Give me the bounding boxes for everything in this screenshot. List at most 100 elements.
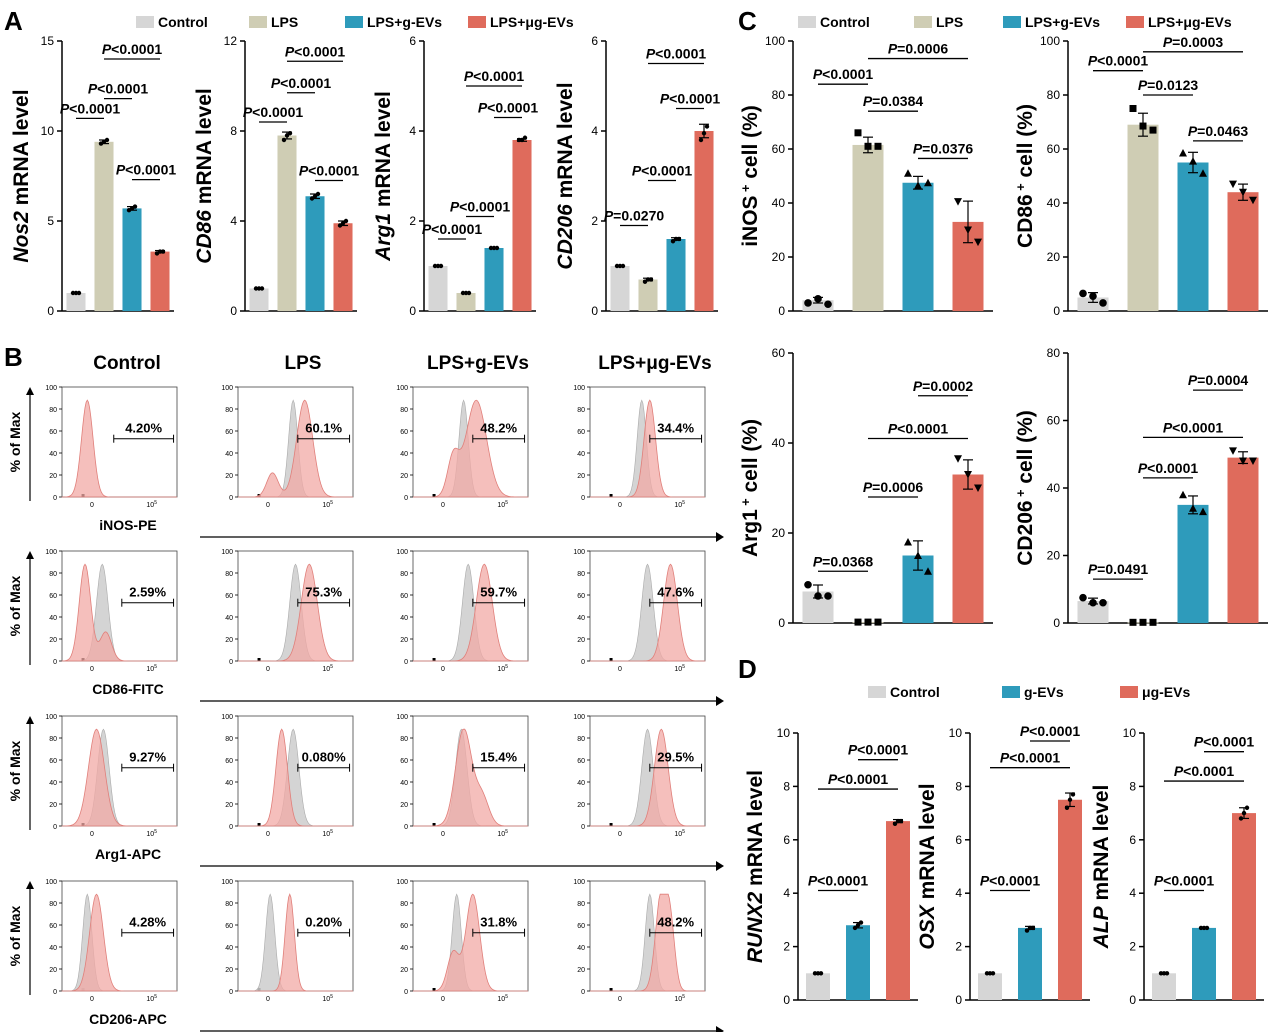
data-point xyxy=(309,196,315,201)
y-tick-label: 5 xyxy=(47,214,54,228)
flow-x-tick-label: 105 xyxy=(322,500,333,509)
flow-y-tick-label: 60 xyxy=(49,758,57,765)
gate-percent: 47.6% xyxy=(657,585,694,600)
y-tick-label: 0 xyxy=(409,304,416,318)
bar-2 xyxy=(666,239,686,311)
flow-tick-mark xyxy=(609,494,613,497)
flow-y-tick-label: 80 xyxy=(225,571,233,578)
y-tick-label: 80 xyxy=(1047,88,1061,102)
data-point xyxy=(1249,457,1257,465)
flow-y-tick-label: 40 xyxy=(225,451,233,458)
flow-y-tick-label: 40 xyxy=(400,615,408,622)
y-tick-label: 60 xyxy=(1047,414,1061,428)
data-point xyxy=(1204,925,1210,931)
flow-y-tick-label: 100 xyxy=(221,385,233,392)
flow-y-tick-label: 100 xyxy=(221,549,233,556)
p-value-label: P=0.0270 xyxy=(604,208,665,224)
flow-y-arrowhead xyxy=(26,716,34,724)
bar-chart-c3: 0 20 40 60 P=0.0368 P=0.0006 P<0.0001 P=0.0002 A… xyxy=(739,346,993,630)
data-point xyxy=(343,218,349,224)
data-point xyxy=(1189,504,1197,512)
data-point xyxy=(1079,593,1087,602)
flow-y-tick-label: 100 xyxy=(573,714,585,721)
flow-y-tick-label: 80 xyxy=(400,407,408,414)
legend-a-label-3: LPS+μg-EVs xyxy=(490,14,574,30)
y-tick-label: 60 xyxy=(772,346,786,360)
bar-2 xyxy=(1177,162,1209,311)
flow-x-arrowhead xyxy=(716,532,724,542)
data-point xyxy=(1179,149,1187,157)
flow-tick-mark xyxy=(609,823,613,826)
flow-x-tick-label: 105 xyxy=(674,500,685,509)
flow-y-tick-label: 20 xyxy=(400,473,408,480)
flow-y-tick-label: 80 xyxy=(225,407,233,414)
legend-a-swatch-1 xyxy=(249,16,267,28)
p-value-label: P<0.0001 xyxy=(102,41,163,57)
bar-0 xyxy=(610,266,630,311)
data-point xyxy=(1199,507,1207,516)
bar-0 xyxy=(249,288,269,311)
flow-column-header-3: LPS+μg-EVs xyxy=(598,353,712,374)
gate-percent: 48.2% xyxy=(480,421,517,436)
data-point xyxy=(340,221,346,226)
control-histogram xyxy=(238,728,353,827)
bar-1 xyxy=(846,925,870,1000)
flow-y-tick-label: 0 xyxy=(581,659,585,666)
flow-histogram: 0 20 40 60 80 100 0 105 4.20% xyxy=(45,385,178,509)
flow-y-tick-label: 20 xyxy=(49,967,57,974)
flow-y-tick-label: 40 xyxy=(577,945,585,952)
flow-y-label: % of Max xyxy=(7,740,23,801)
panel-label-c: C xyxy=(738,6,757,36)
control-histogram xyxy=(62,893,177,992)
bar-2 xyxy=(122,208,142,311)
p-value-label: P=0.0368 xyxy=(813,553,874,569)
data-point xyxy=(1238,816,1244,821)
data-point xyxy=(1089,598,1097,607)
p-value-label: P=0.0491 xyxy=(1088,561,1149,577)
data-point xyxy=(438,263,444,269)
data-point xyxy=(854,129,862,137)
flow-y-tick-label: 40 xyxy=(225,945,233,952)
flow-x-tick-label: 105 xyxy=(497,829,508,838)
flow-y-label: % of Max xyxy=(7,411,23,472)
y-tick-label: 2 xyxy=(1129,940,1136,954)
y-tick-label: 10 xyxy=(1123,726,1137,740)
bar-chart-d1: 0 2 4 6 8 10 P<0.0001 P<0.0001 P<0.0001 RUNX2 mRN… xyxy=(744,726,918,1007)
data-point xyxy=(824,592,832,600)
bar-1 xyxy=(1192,927,1216,1000)
bar-chart-a4: 0 2 4 6 P=0.0270 P<0.0001 P<0.0001 P<0.0001 CD20… xyxy=(554,34,720,318)
y-tick-label: 4 xyxy=(783,886,790,900)
data-point xyxy=(914,181,922,189)
flow-y-tick-label: 20 xyxy=(400,802,408,809)
bar-2 xyxy=(886,821,910,1000)
y-tick-label: 2 xyxy=(955,940,962,954)
flow-x-tick-label: 0 xyxy=(90,502,94,509)
flow-column-header-2: LPS+g-EVs xyxy=(427,353,529,374)
legend-a-label-0: Control xyxy=(158,14,208,30)
p-value-label: P<0.0001 xyxy=(450,199,511,215)
treated-histogram xyxy=(413,728,528,827)
flow-y-arrowhead xyxy=(26,387,34,395)
flow-histogram: 0 20 40 60 80 100 0 105 60.1% xyxy=(221,385,354,509)
gate-percent: 34.4% xyxy=(657,421,694,436)
flow-y-tick-label: 20 xyxy=(49,802,57,809)
flow-y-tick-label: 0 xyxy=(581,824,585,831)
bar-chart-a1: 0 5 10 15 P<0.0001 P<0.0001 P<0.0001 P<0.0001 No… xyxy=(10,34,176,318)
flow-y-tick-label: 20 xyxy=(577,473,585,480)
data-point xyxy=(1129,618,1137,626)
bar-chart-a3: 0 2 4 6 P<0.0001 P<0.0001 P<0.0001 P<0.0001 Arg1… xyxy=(372,34,538,318)
data-point xyxy=(337,223,343,228)
p-value-label: P<0.0001 xyxy=(1088,53,1149,69)
flow-y-tick-label: 100 xyxy=(45,385,57,392)
flow-y-tick-label: 100 xyxy=(573,879,585,886)
flow-y-label: % of Max xyxy=(7,905,23,966)
y-tick-label: 0 xyxy=(47,304,54,318)
data-point xyxy=(954,455,962,463)
p-value-label: P<0.0001 xyxy=(828,771,889,787)
flow-y-tick-label: 0 xyxy=(53,495,57,502)
gate-percent: 29.5% xyxy=(657,750,694,765)
flow-x-tick-label: 105 xyxy=(497,500,508,509)
y-axis-label: OSX mRNA level xyxy=(916,783,939,949)
flow-y-tick-label: 40 xyxy=(400,780,408,787)
gate-percent: 2.59% xyxy=(129,585,166,600)
